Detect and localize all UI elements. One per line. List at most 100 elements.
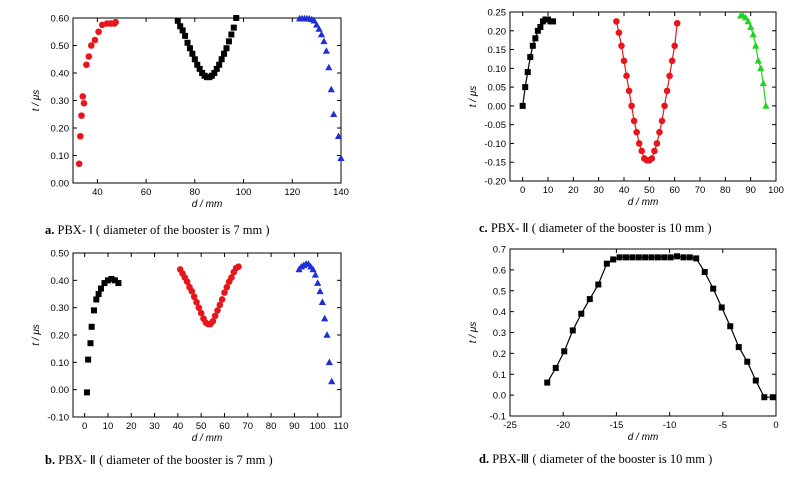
data-point — [195, 304, 203, 311]
y-axis-label: t / μs — [31, 324, 42, 346]
data-point — [761, 394, 768, 401]
x-tick-label: 90 — [745, 185, 756, 196]
data-point — [337, 154, 345, 162]
x-tick-label: 40 — [173, 421, 184, 432]
x-tick-label: 140 — [333, 187, 349, 198]
x-tick-label: 60 — [219, 421, 230, 432]
x-tick-label: 110 — [333, 421, 348, 432]
x-tick-label: 30 — [149, 421, 160, 432]
data-point — [209, 318, 217, 325]
x-tick-label: 30 — [593, 185, 604, 196]
y-tick-label: -0.05 — [484, 120, 506, 131]
data-point — [311, 271, 319, 278]
y-tick-label: 0.2 — [493, 349, 506, 360]
x-tick-label: 90 — [289, 421, 300, 432]
data-point — [630, 117, 638, 125]
data-point — [735, 344, 742, 351]
data-point — [190, 293, 198, 301]
y-tick-label: 0.05 — [488, 83, 507, 94]
y-tick-label: 0.30 — [51, 96, 70, 107]
x-tick-label: 10 — [103, 421, 114, 432]
y-tick-label: 0.3 — [493, 328, 506, 339]
data-point — [197, 309, 205, 317]
data-point — [216, 61, 223, 68]
data-point — [653, 140, 661, 147]
data-point — [85, 53, 93, 60]
data-point — [754, 57, 762, 64]
data-point — [104, 277, 111, 284]
x-tick-label: 80 — [190, 187, 201, 198]
data-point — [230, 24, 237, 31]
x-tick-label: 80 — [266, 421, 277, 432]
data-point — [671, 42, 678, 50]
data-point — [218, 56, 225, 63]
data-point — [544, 379, 551, 386]
data-point — [635, 140, 643, 147]
data-point — [95, 291, 102, 297]
data-point — [561, 348, 568, 355]
data-point — [532, 35, 539, 42]
y-tick-label: -0.20 — [484, 177, 506, 188]
data-point — [83, 389, 90, 396]
y-tick-label: 0.40 — [51, 276, 70, 287]
data-point — [693, 255, 700, 262]
data-point — [622, 254, 629, 261]
data-point — [680, 254, 687, 261]
data-point — [233, 15, 240, 21]
data-point — [309, 265, 317, 273]
x-axis-label: d / mm — [628, 197, 659, 208]
caption-c: c. PBX- Ⅱ ( diameter of the booster is 1… — [479, 220, 712, 236]
y-tick-label: 0.00 — [51, 179, 70, 190]
y-tick-label: 0.0 — [493, 391, 506, 402]
x-tick-label: -5 — [719, 420, 727, 431]
y-tick-label: 0.4 — [493, 307, 506, 318]
x-tick-label: 10 — [543, 185, 554, 196]
y-tick-label: 0.00 — [51, 385, 70, 396]
y-axis-label: t / μs — [31, 90, 42, 112]
caption-label: c. — [479, 221, 488, 235]
data-point — [88, 323, 95, 330]
data-point — [79, 93, 87, 100]
data-point — [710, 285, 717, 292]
data-point — [321, 314, 329, 322]
data-point — [595, 281, 602, 288]
x-tick-label: 60 — [141, 187, 152, 198]
data-point — [189, 50, 196, 57]
data-point — [211, 312, 219, 320]
x-tick-label: 0 — [520, 185, 525, 196]
data-point — [620, 57, 628, 65]
x-tick-label: 20 — [126, 421, 137, 432]
data-point — [221, 50, 228, 57]
y-tick-label: 0.30 — [51, 303, 70, 314]
y-tick-label: 0.5 — [493, 286, 506, 297]
data-point — [313, 21, 321, 28]
data-point — [642, 254, 649, 261]
data-point — [216, 301, 224, 309]
data-point — [661, 254, 668, 261]
x-tick-label: 50 — [644, 185, 655, 196]
y-tick-label: 0.15 — [488, 45, 507, 56]
data-point — [534, 27, 541, 34]
y-tick-label: 0.20 — [51, 124, 70, 135]
data-point — [315, 25, 323, 32]
plot-frame — [509, 11, 777, 182]
data-point — [235, 263, 242, 270]
data-point — [635, 254, 642, 261]
data-point — [629, 254, 636, 261]
y-tick-label: 0.7 — [493, 245, 506, 256]
data-point — [186, 45, 193, 52]
y-tick-label: 0.10 — [51, 151, 70, 162]
y-tick-label: 0.1 — [493, 370, 506, 381]
data-point — [80, 99, 88, 107]
data-point — [213, 65, 220, 72]
data-point — [519, 102, 526, 109]
data-point — [633, 128, 640, 136]
data-point — [91, 36, 99, 44]
data-point — [524, 69, 531, 76]
x-tick-label: 20 — [568, 185, 579, 196]
y-tick-label: 0.20 — [51, 331, 70, 342]
data-point — [228, 274, 235, 281]
data-point — [328, 377, 336, 385]
data-point — [196, 65, 203, 72]
